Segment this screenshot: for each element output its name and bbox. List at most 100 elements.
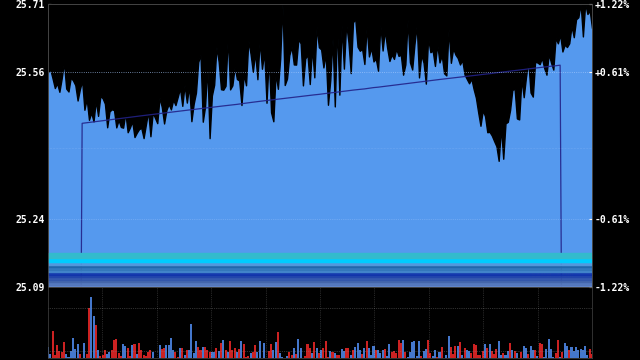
- Bar: [156, 357, 158, 358]
- Bar: [159, 345, 161, 358]
- Bar: [388, 344, 390, 358]
- Bar: [211, 352, 213, 358]
- Bar: [152, 352, 154, 358]
- Bar: [168, 345, 170, 358]
- Bar: [145, 356, 147, 358]
- Bar: [422, 351, 424, 358]
- Bar: [163, 348, 165, 358]
- Bar: [561, 352, 563, 358]
- Bar: [381, 350, 383, 358]
- Bar: [47, 347, 49, 358]
- Bar: [106, 355, 108, 358]
- Bar: [504, 355, 506, 358]
- Bar: [418, 341, 420, 358]
- Bar: [79, 354, 81, 358]
- Bar: [206, 350, 209, 358]
- Bar: [568, 350, 570, 358]
- Bar: [147, 352, 149, 358]
- Bar: [577, 350, 579, 358]
- Bar: [268, 351, 270, 358]
- Bar: [441, 347, 443, 358]
- Bar: [74, 349, 76, 358]
- Bar: [491, 351, 493, 358]
- Bar: [286, 356, 288, 358]
- Bar: [386, 356, 388, 358]
- Bar: [61, 352, 63, 358]
- Bar: [311, 353, 313, 358]
- Bar: [179, 348, 181, 358]
- Bar: [406, 357, 409, 358]
- Bar: [409, 352, 411, 358]
- Bar: [134, 344, 136, 358]
- Bar: [213, 352, 215, 358]
- Bar: [241, 341, 243, 358]
- Bar: [447, 336, 450, 358]
- Bar: [48, 262, 592, 265]
- Bar: [56, 345, 58, 358]
- Bar: [484, 345, 486, 358]
- Bar: [575, 347, 577, 358]
- Bar: [90, 297, 92, 358]
- Bar: [58, 351, 60, 358]
- Bar: [184, 355, 186, 358]
- Bar: [113, 341, 115, 358]
- Bar: [193, 354, 195, 358]
- Bar: [316, 348, 317, 358]
- Bar: [284, 357, 285, 358]
- Bar: [511, 350, 513, 358]
- Bar: [396, 353, 397, 358]
- Bar: [472, 344, 475, 358]
- Bar: [48, 270, 592, 272]
- Bar: [450, 347, 452, 358]
- Bar: [288, 352, 291, 358]
- Bar: [452, 354, 454, 358]
- Bar: [72, 338, 74, 358]
- Bar: [225, 350, 227, 358]
- Bar: [355, 347, 356, 358]
- Bar: [359, 350, 361, 358]
- Bar: [479, 355, 481, 358]
- Bar: [257, 352, 259, 358]
- Bar: [584, 346, 586, 358]
- Bar: [477, 355, 479, 358]
- Bar: [48, 257, 592, 262]
- Bar: [88, 308, 90, 358]
- Bar: [261, 357, 263, 358]
- Bar: [356, 343, 358, 358]
- Bar: [411, 342, 413, 358]
- Bar: [204, 347, 206, 358]
- Bar: [175, 352, 177, 358]
- Bar: [536, 356, 538, 358]
- Bar: [99, 356, 101, 358]
- Bar: [443, 357, 445, 358]
- Bar: [438, 352, 440, 358]
- Bar: [529, 346, 532, 358]
- Bar: [555, 353, 557, 358]
- Bar: [67, 357, 70, 358]
- Bar: [291, 355, 292, 358]
- Bar: [190, 324, 193, 358]
- Bar: [81, 357, 83, 358]
- Bar: [416, 356, 418, 358]
- Bar: [259, 341, 260, 358]
- Bar: [102, 355, 104, 358]
- Bar: [195, 341, 197, 358]
- Bar: [552, 357, 554, 358]
- Bar: [227, 352, 229, 358]
- Bar: [339, 355, 340, 358]
- Bar: [436, 357, 438, 358]
- Bar: [461, 355, 463, 358]
- Bar: [559, 357, 561, 358]
- Bar: [370, 355, 372, 358]
- Bar: [48, 272, 592, 275]
- Bar: [518, 357, 520, 358]
- Bar: [304, 356, 306, 358]
- Bar: [404, 352, 406, 358]
- Bar: [427, 339, 429, 358]
- Bar: [49, 354, 51, 358]
- Bar: [209, 351, 211, 358]
- Bar: [186, 350, 188, 358]
- Bar: [545, 349, 547, 358]
- Bar: [238, 349, 240, 358]
- Bar: [272, 350, 275, 358]
